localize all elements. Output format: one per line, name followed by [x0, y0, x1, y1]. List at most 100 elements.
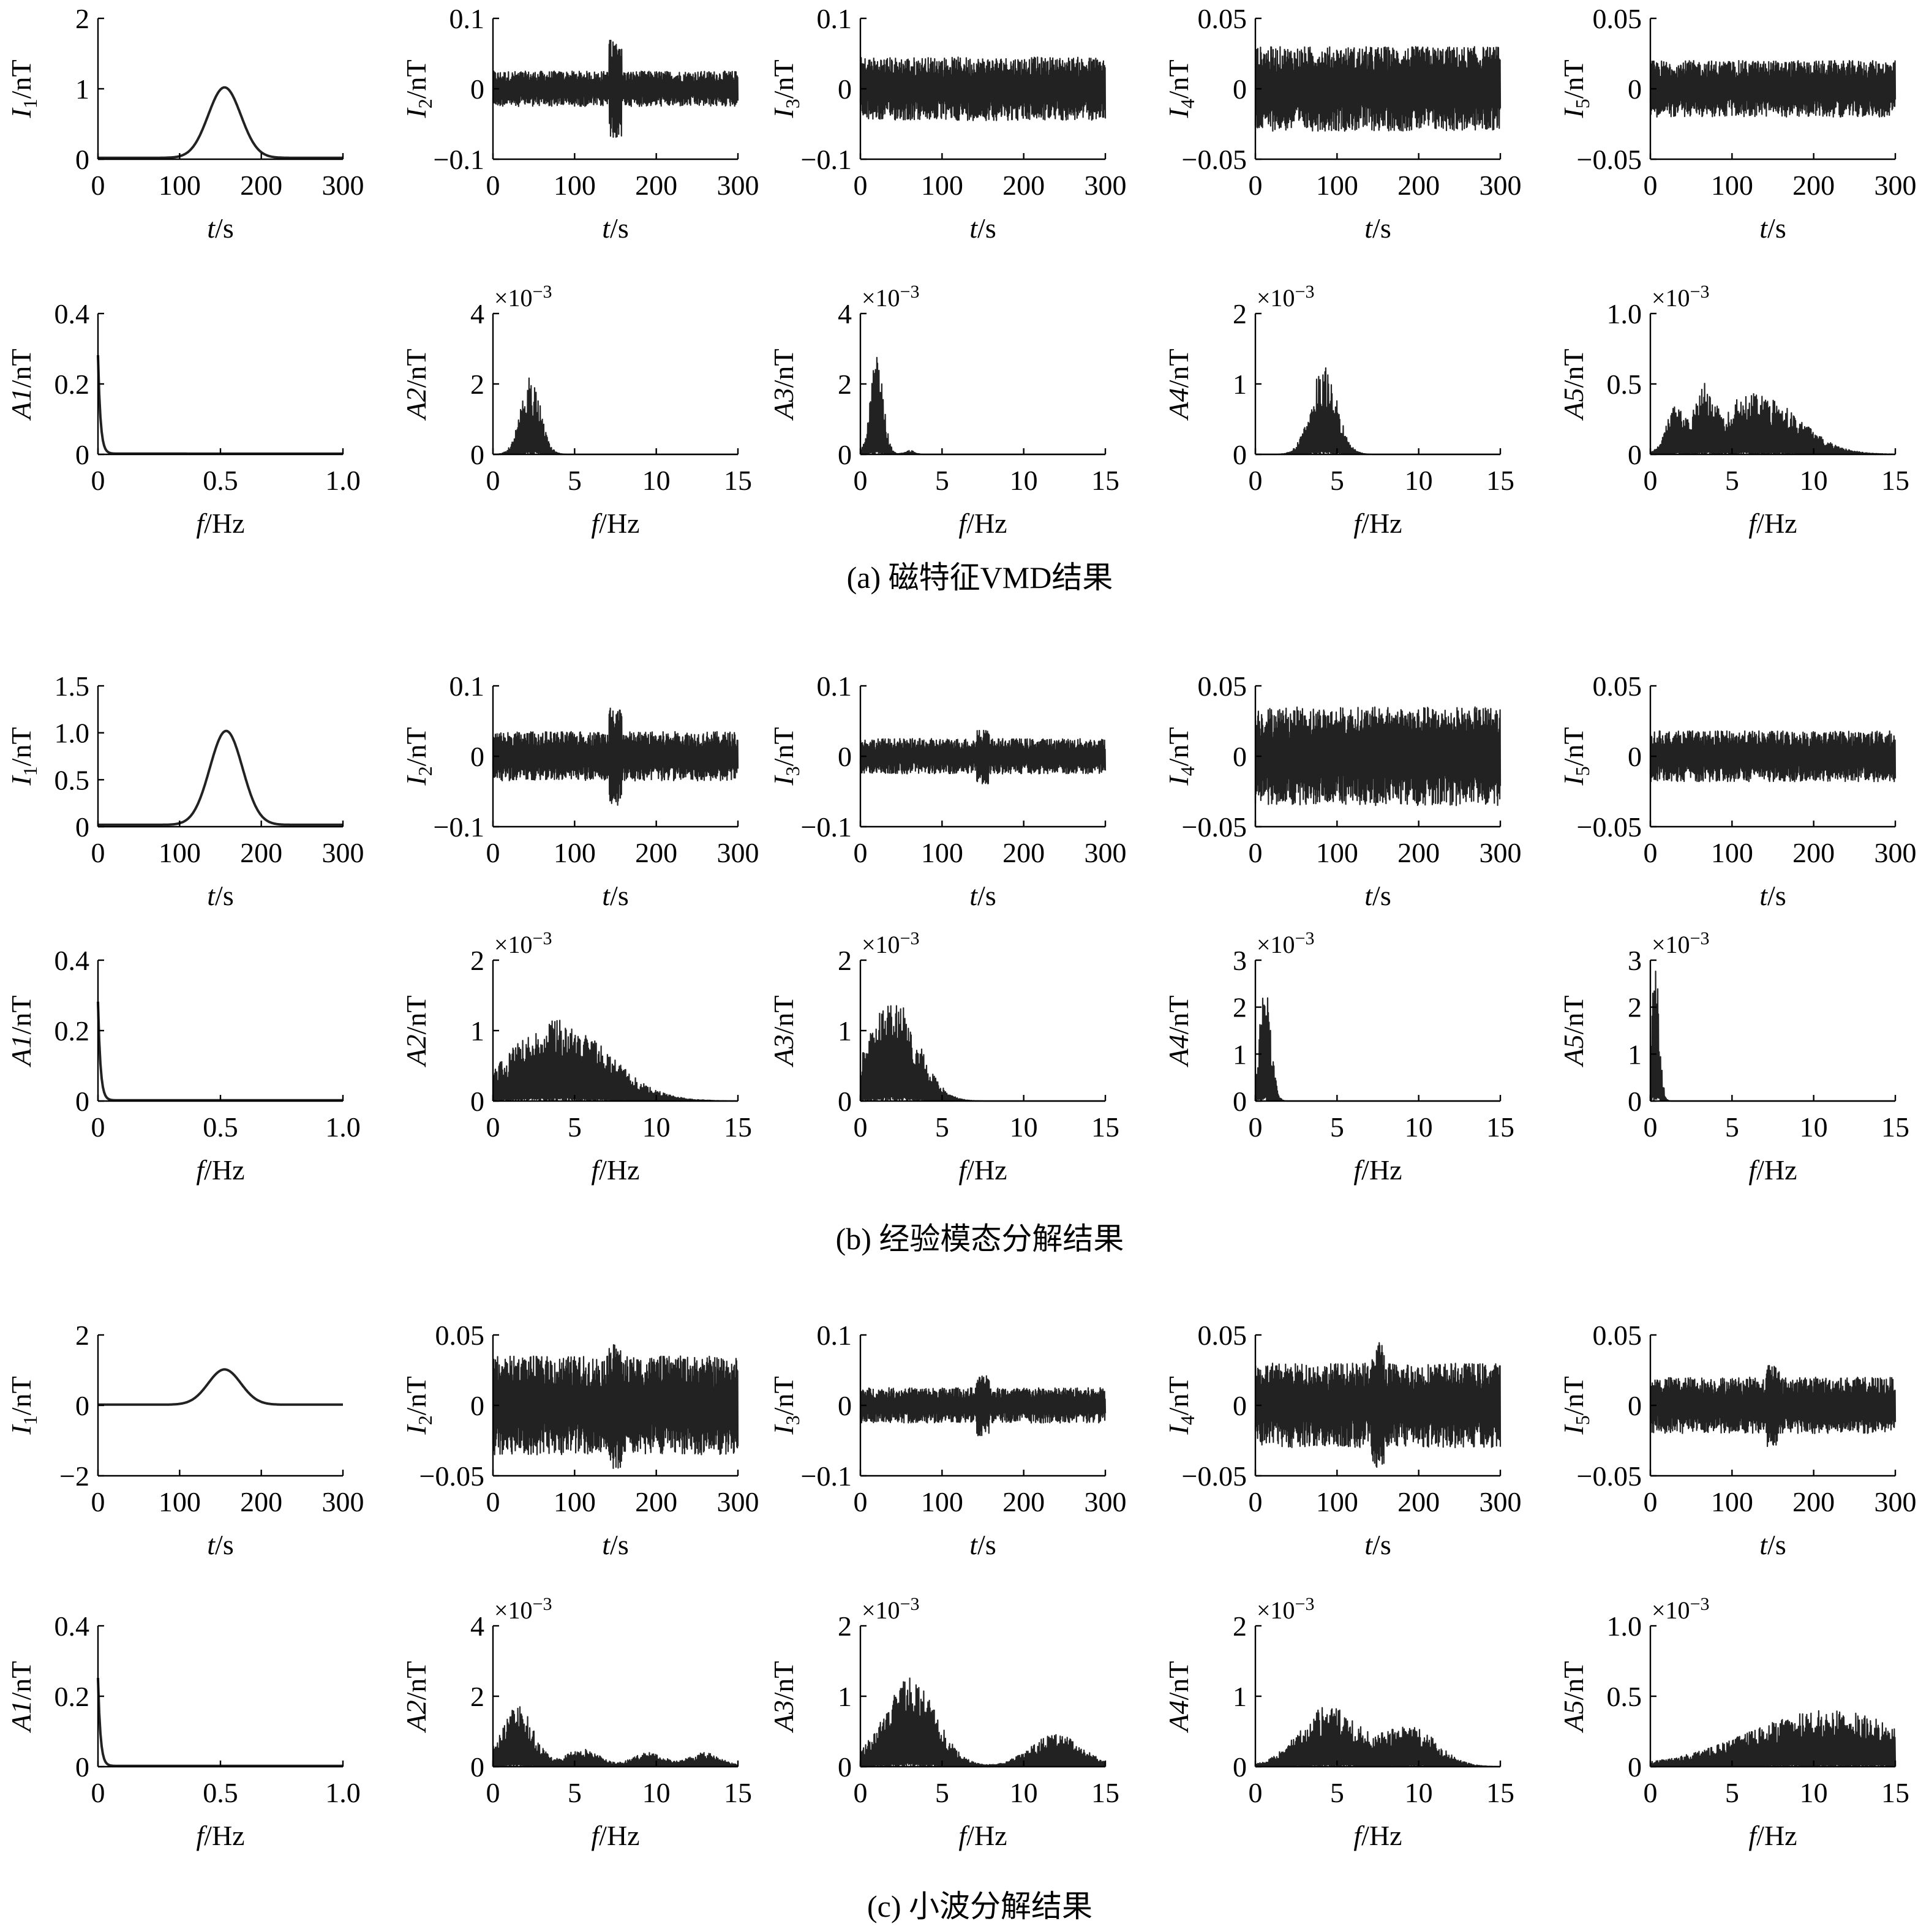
- y-axis-label: I5/nT: [1558, 59, 1593, 118]
- y-tick-label: 0: [838, 1390, 852, 1421]
- x-tick-label: 15: [724, 1111, 752, 1143]
- y-axis-label: A4/nT: [1163, 1661, 1194, 1734]
- x-tick-label: 5: [1725, 465, 1739, 496]
- panel-1-1: 0 100 200 300−0.100.1t/sI2/nT: [400, 671, 759, 911]
- y-tick-label: 0.1: [817, 1320, 852, 1351]
- x-tick-label: 1.0: [325, 465, 361, 496]
- x-tick-label: 10: [1010, 465, 1038, 496]
- x-tick-label: 0: [91, 1111, 105, 1143]
- y-exponent-label: ×10−3: [1257, 282, 1314, 312]
- y-tick-label: 0.2: [55, 1681, 90, 1712]
- x-axis-label: f/Hz: [958, 1820, 1007, 1851]
- y-axis-label: I2/nT: [400, 1376, 436, 1435]
- y-exponent-label: ×10−3: [1652, 928, 1709, 958]
- series-area: [859, 1005, 1106, 1102]
- x-tick-label: 0: [854, 1777, 868, 1808]
- y-tick-label: 4: [470, 1611, 484, 1642]
- panel-1-7: 0 5 10 15 0 1 2 f/Hz A3/nT ×10−3: [768, 928, 1119, 1186]
- x-tick-label: 0: [854, 1111, 868, 1143]
- panel-0-2: 0 100 200 300−0.100.1t/sI3/nT: [768, 3, 1127, 244]
- x-tick-label: 300: [1480, 837, 1522, 868]
- series-area: [859, 356, 1106, 456]
- panel-0-9: 0 5 10 15 0 0.5 1.0 f/Hz A5/nT ×10−3: [1558, 282, 1909, 539]
- panel-0-6: 0 5 10 15 0 2 4 f/Hz A2/nT ×10−3: [400, 282, 752, 539]
- y-tick-label: 0: [75, 1390, 89, 1421]
- x-axis-label: t/s: [1364, 1529, 1391, 1560]
- x-tick-label: 5: [935, 1777, 949, 1808]
- x-tick-label: 5: [1725, 1777, 1739, 1808]
- x-tick-label: 0: [854, 1486, 868, 1517]
- y-tick-label: 1.0: [1607, 298, 1642, 329]
- x-tick-label: 300: [1480, 170, 1522, 201]
- series-area: [1649, 383, 1896, 456]
- x-axis-label: t/s: [602, 212, 628, 244]
- x-tick-label: 10: [1010, 1111, 1038, 1143]
- y-tick-label: 0: [1628, 1751, 1642, 1783]
- y-axis-label: A3/nT: [768, 996, 799, 1068]
- y-tick-label: 0: [1628, 73, 1642, 105]
- y-tick-label: 2: [470, 1681, 484, 1712]
- panel-2-5: 0 0.5 1.0 0 0.2 0.4 f/Hz A1/nT: [6, 1611, 361, 1851]
- x-tick-label: 300: [1874, 837, 1917, 868]
- x-tick-label: 0.5: [203, 1111, 238, 1143]
- y-tick-label: 2: [838, 1611, 852, 1642]
- x-tick-label: 1.0: [325, 1111, 361, 1143]
- series-line: [859, 729, 1107, 784]
- x-axis-label: f/Hz: [591, 508, 639, 539]
- series-line: [1649, 60, 1897, 118]
- y-tick-label: 0: [470, 1751, 484, 1783]
- panel-0-0: 0 100 200 300 0 1 2 t/s I1/nT: [6, 3, 364, 244]
- x-tick-label: 5: [568, 465, 582, 496]
- x-axis-label: f/Hz: [1748, 508, 1797, 539]
- x-tick-label: 10: [1800, 465, 1828, 496]
- x-tick-label: 200: [240, 1486, 282, 1517]
- y-tick-label: 1: [1233, 369, 1247, 400]
- y-tick-label: 0.5: [1607, 369, 1642, 400]
- y-tick-label: −0.05: [419, 1460, 484, 1492]
- y-axis-label: I3/nT: [768, 59, 803, 118]
- x-tick-label: 100: [1711, 837, 1753, 868]
- series-line: [1254, 46, 1502, 132]
- x-tick-label: 0: [1644, 465, 1658, 496]
- panel-0-8: 0 5 10 15 0 1 2 f/Hz A4/nT ×10−3: [1163, 282, 1514, 539]
- y-tick-label: −2: [59, 1460, 89, 1492]
- x-tick-label: 15: [1486, 1777, 1514, 1808]
- x-tick-label: 100: [1316, 837, 1358, 868]
- y-axis-label: A4/nT: [1163, 349, 1194, 421]
- y-axis-label: A3/nT: [768, 349, 799, 421]
- y-tick-label: −0.1: [801, 1460, 852, 1492]
- y-tick-label: 0.1: [817, 671, 852, 702]
- series-line: [492, 707, 739, 806]
- x-axis-label: f/Hz: [958, 1154, 1007, 1186]
- y-exponent-label: ×10−3: [1257, 928, 1314, 958]
- x-tick-label: 200: [1792, 170, 1835, 201]
- x-axis-label: f/Hz: [958, 508, 1007, 539]
- x-tick-label: 0: [854, 465, 868, 496]
- panel-0-5: 0 0.5 1.0 0 0.2 0.4 f/Hz A1/nT: [6, 298, 361, 539]
- x-axis-label: t/s: [1759, 1529, 1786, 1560]
- x-tick-label: 15: [1486, 465, 1514, 496]
- y-exponent-label: ×10−3: [862, 282, 919, 312]
- x-tick-label: 10: [1800, 1777, 1828, 1808]
- x-tick-label: 0: [1249, 1486, 1263, 1517]
- x-tick-label: 10: [1405, 465, 1433, 496]
- y-tick-label: 0: [75, 1751, 89, 1783]
- panel-2-8: 0 5 10 15 0 1 2 f/Hz A4/nT ×10−3: [1163, 1594, 1514, 1851]
- y-tick-label: 3: [1233, 945, 1247, 976]
- y-tick-label: 0.4: [55, 1611, 90, 1642]
- y-tick-label: 0.05: [1593, 3, 1642, 34]
- y-tick-label: 0: [838, 1086, 852, 1117]
- x-axis-label: t/s: [1759, 212, 1786, 244]
- series-line: [97, 1678, 343, 1767]
- y-tick-label: 1.5: [55, 671, 90, 702]
- x-tick-label: 10: [1405, 1111, 1433, 1143]
- y-tick-label: 0: [470, 1086, 484, 1117]
- y-tick-label: 0: [1233, 1086, 1247, 1117]
- x-tick-label: 200: [1792, 1486, 1835, 1517]
- x-tick-label: 300: [1085, 170, 1127, 201]
- x-tick-label: 1.0: [325, 1777, 361, 1808]
